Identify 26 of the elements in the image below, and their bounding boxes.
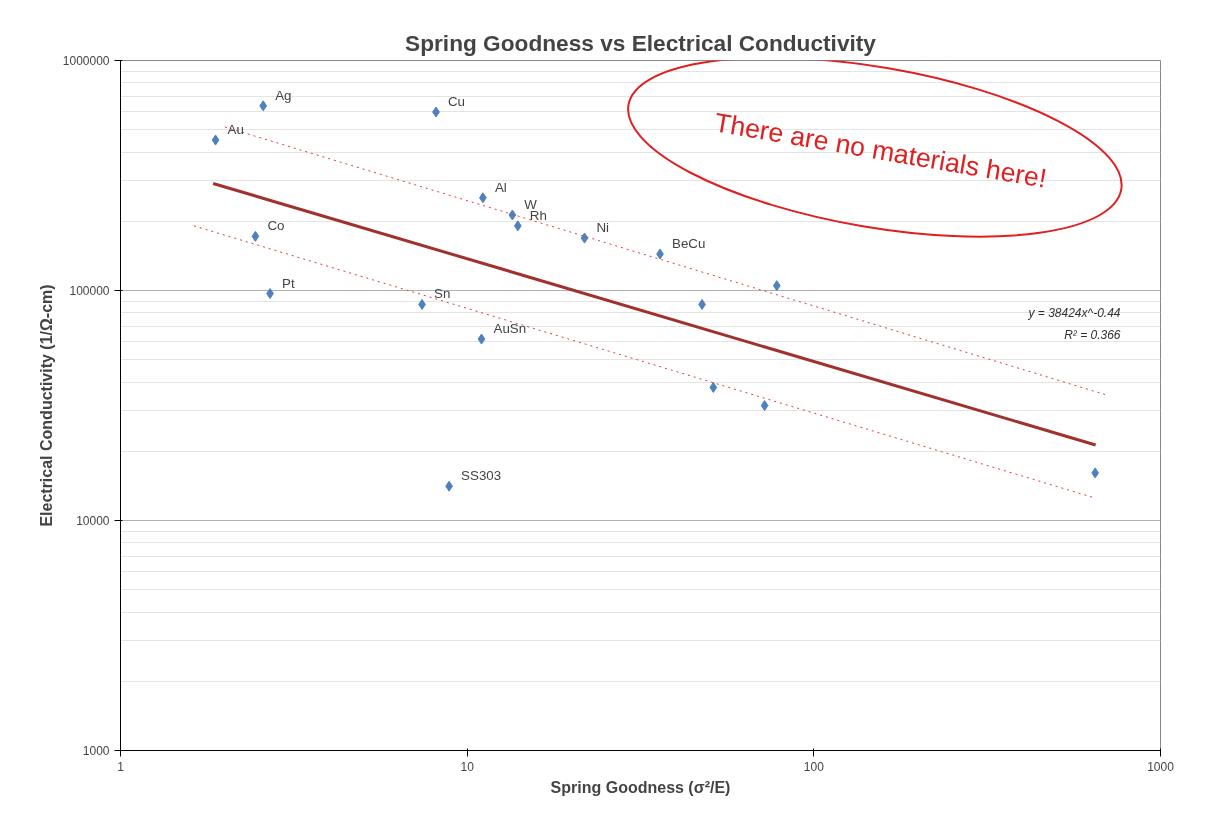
annotation: Ni xyxy=(596,220,610,236)
annotation: SS303 xyxy=(461,468,502,484)
annotation: Al xyxy=(494,179,507,195)
x-tick-label: 1 xyxy=(117,759,125,774)
annotation: Co xyxy=(267,218,285,234)
annotation: Sn xyxy=(434,286,451,302)
annotation: R² = 0.366 xyxy=(1064,327,1121,342)
annotation: There are no materials here! xyxy=(712,107,1049,194)
y-axis-title: Electrical Conductivity (1/Ω-cm) xyxy=(37,284,55,527)
annotation: BeCu xyxy=(672,236,706,252)
x-tick-label: 100 xyxy=(803,759,825,774)
chart-title: Spring Goodness vs Electrical Conductivity xyxy=(405,29,877,56)
annotation: Ag xyxy=(275,87,292,103)
y-tick-label: 100000 xyxy=(69,284,110,298)
x-tick-label: 1000 xyxy=(1147,759,1175,774)
annotation: W xyxy=(524,196,538,212)
annotation: Pt xyxy=(282,275,295,291)
y-tick-label: 1000 xyxy=(82,744,110,758)
x-tick-label: 10 xyxy=(460,759,475,774)
y-tick-label: 10000 xyxy=(76,514,110,528)
annotation: Au xyxy=(227,122,244,138)
annotation: Cu xyxy=(448,94,466,110)
x-axis-title: Spring Goodness (σ²/E) xyxy=(550,778,731,796)
y-tick-label: 1000000 xyxy=(62,54,110,68)
annotation: y = 38424x^-0.44 xyxy=(1027,305,1121,320)
annotation: AuSn xyxy=(493,321,527,337)
